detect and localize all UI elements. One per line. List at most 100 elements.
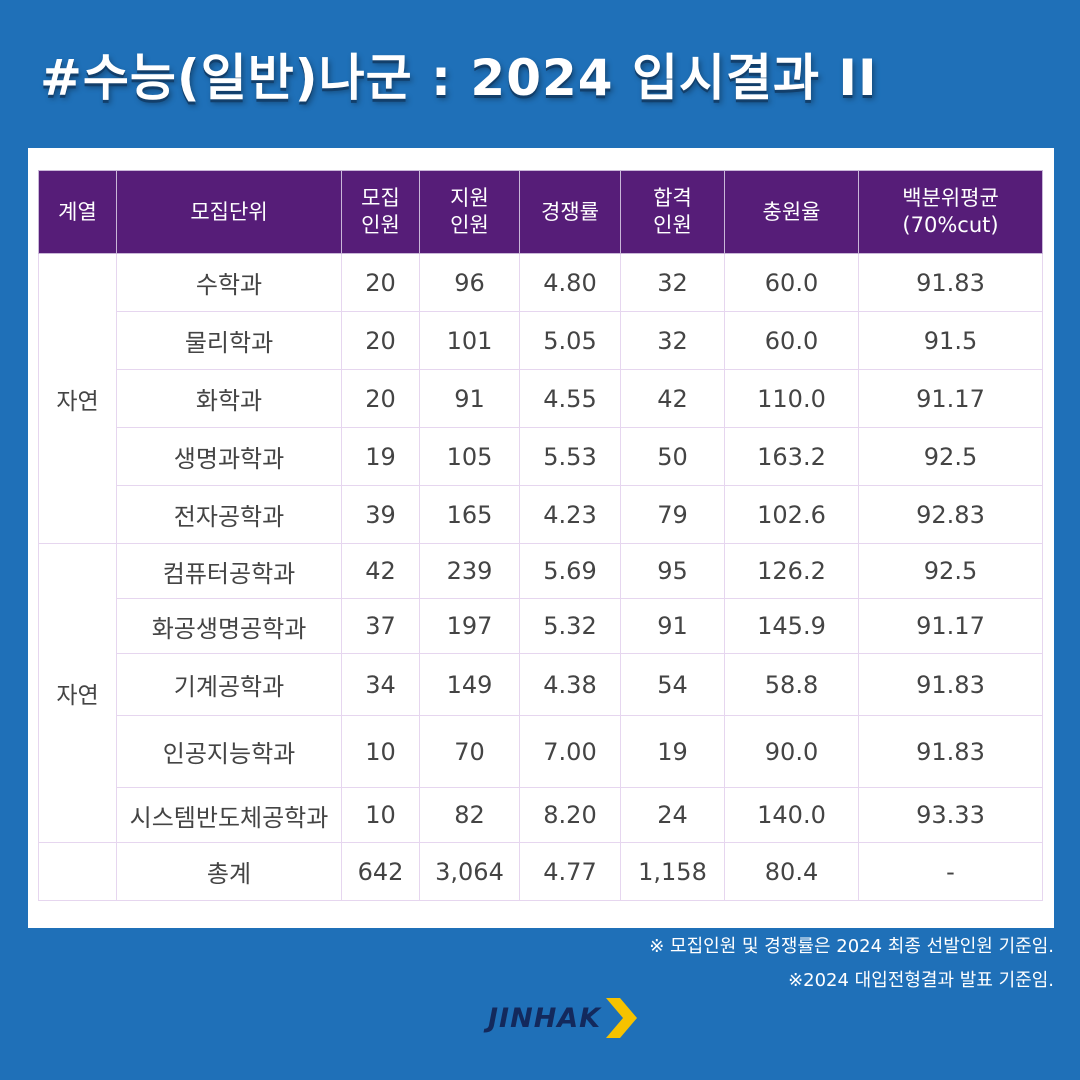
group-label-cell: 자연 [38,253,117,544]
fill-rate-cell: 58.8 [724,653,859,716]
applicants-cell: 149 [419,653,520,716]
fill-rate-cell: 140.0 [724,787,859,843]
department-cell: 전자공학과 [116,485,342,544]
accepted-cell: 32 [620,253,725,312]
group-label-cell: 자연 [38,543,117,843]
header-quota: 모집 인원 [341,170,420,254]
total-row: 총계 642 3,064 4.77 1,158 80.4- [38,842,1043,901]
percentile-cell: 91.83 [858,653,1043,716]
applicants-cell: 101 [419,311,520,370]
total-applicants-cell: 3,064 [419,842,520,901]
total-fill-rate-cell: 80.4 [724,842,859,901]
percentile-cell: 91.83 [858,253,1043,312]
competition-rate-cell: 4.55 [519,369,621,428]
accepted-cell: 91 [620,598,725,654]
department-cell: 수학과 [116,253,342,312]
applicants-cell: 239 [419,543,520,599]
percentile-cell: 91.83 [858,715,1043,788]
fill-rate-cell: 126.2 [724,543,859,599]
total-label-cell: 총계 [116,842,342,901]
percentile-cell: 93.33 [858,787,1043,843]
department-cell: 인공지능학과 [116,715,342,788]
footnote: ※ 모집인원 및 경쟁률은 2024 최종 선발인원 기준임. [649,936,1054,957]
applicants-cell: 91 [419,369,520,428]
header-accepted: 합격 인원 [620,170,725,254]
department-cell: 시스템반도체공학과 [116,787,342,843]
competition-rate-cell: 5.32 [519,598,621,654]
table-row: 생명과학과 19 105 5.53 50 163.2 92.5 [39,427,1043,486]
quota-cell: 37 [341,598,420,654]
chevron-right-icon [606,998,638,1038]
competition-rate-cell: 5.53 [519,427,621,486]
header-competition-rate: 경쟁률 [519,170,621,254]
page-title: #수능(일반)나군 : 2024 입시결과 II [40,49,878,107]
total-quota-cell: 642 [341,842,420,901]
department-cell: 기계공학과 [116,653,342,716]
jinhak-logo: JINHAK [488,996,639,1040]
applicants-cell: 197 [419,598,520,654]
table-row: 자연 수학과 20 96 4.80 32 60.0 91.83 [38,253,1043,544]
fill-rate-cell: 163.2 [724,427,859,486]
fill-rate-cell: 145.9 [724,598,859,654]
fill-rate-cell: 60.0 [724,311,859,370]
applicants-cell: 70 [419,715,520,788]
percentile-cell: 91.5 [858,311,1043,370]
empty-cell [38,842,117,901]
department-cell: 컴퓨터공학과 [116,543,342,599]
accepted-cell: 24 [620,787,725,843]
table-row: 전자공학과 39 165 4.23 79 102.6 92.83 [39,485,1043,544]
quota-cell: 20 [341,253,420,312]
competition-rate-cell: 4.80 [519,253,621,312]
fill-rate-cell: 102.6 [724,485,859,544]
header-applicants: 지원 인원 [419,170,520,254]
accepted-cell: 32 [620,311,725,370]
table-row: 화학과 20 91 4.55 42 110.0 91.17 [39,369,1043,428]
applicants-cell: 82 [419,787,520,843]
table-row: 시스템반도체공학과 10 82 8.20 24 140.0 93.33 [39,787,1043,843]
percentile-cell: 92.5 [858,543,1043,599]
applicants-cell: 105 [419,427,520,486]
footnote: ※2024 대입전형결과 발표 기준임. [788,970,1054,991]
results-panel: 계열 모집단위 모집 인원 지원 인원 경쟁률 합격 인원 충원율 백분위평균 (70%… [28,148,1054,928]
accepted-cell: 79 [620,485,725,544]
competition-rate-cell: 4.23 [519,485,621,544]
accepted-cell: 54 [620,653,725,716]
competition-rate-cell: 5.69 [519,543,621,599]
quota-cell: 34 [341,653,420,716]
logo-text: JINHAK [488,1002,602,1034]
table-row: 인공지능학과 10 70 7.00 19 90.0 91.83 [39,715,1043,788]
competition-rate-cell: 4.38 [519,653,621,716]
department-cell: 물리학과 [116,311,342,370]
total-accepted-cell: 1,158 [620,842,725,901]
percentile-cell: 91.17 [858,598,1043,654]
footnotes: ※ 모집인원 및 경쟁률은 2024 최종 선발인원 기준임. ※2024 대입… [649,930,1054,998]
total-percentile-cell: - [858,842,1043,901]
header-percentile-average: 백분위평균 (70%cut) [858,170,1043,254]
applicants-cell: 165 [419,485,520,544]
quota-cell: 20 [341,311,420,370]
table-header-row: 계열 모집단위 모집 인원 지원 인원 경쟁률 합격 인원 충원율 백분위평균 (70%… [38,170,1043,254]
total-competition-rate-cell: 4.77 [519,842,621,901]
table-row: 화공생명공학과 37 197 5.32 91 145.9 91.17 [39,598,1043,654]
competition-rate-cell: 5.05 [519,311,621,370]
accepted-cell: 50 [620,427,725,486]
fill-rate-cell: 90.0 [724,715,859,788]
quota-cell: 42 [341,543,420,599]
quota-cell: 20 [341,369,420,428]
accepted-cell: 95 [620,543,725,599]
percentile-cell: 92.5 [858,427,1043,486]
quota-cell: 39 [341,485,420,544]
quota-cell: 10 [341,787,420,843]
competition-rate-cell: 7.00 [519,715,621,788]
table-row: 기계공학과 34 149 4.38 54 58.8 91.83 [39,653,1043,716]
accepted-cell: 42 [620,369,725,428]
fill-rate-cell: 110.0 [724,369,859,428]
competition-rate-cell: 8.20 [519,787,621,843]
quota-cell: 10 [341,715,420,788]
percentile-cell: 91.17 [858,369,1043,428]
department-cell: 생명과학과 [116,427,342,486]
header-track: 계열 [38,170,117,254]
department-cell: 화학과 [116,369,342,428]
department-cell: 화공생명공학과 [116,598,342,654]
results-table: 계열 모집단위 모집 인원 지원 인원 경쟁률 합격 인원 충원율 백분위평균 (70%… [38,170,1043,901]
